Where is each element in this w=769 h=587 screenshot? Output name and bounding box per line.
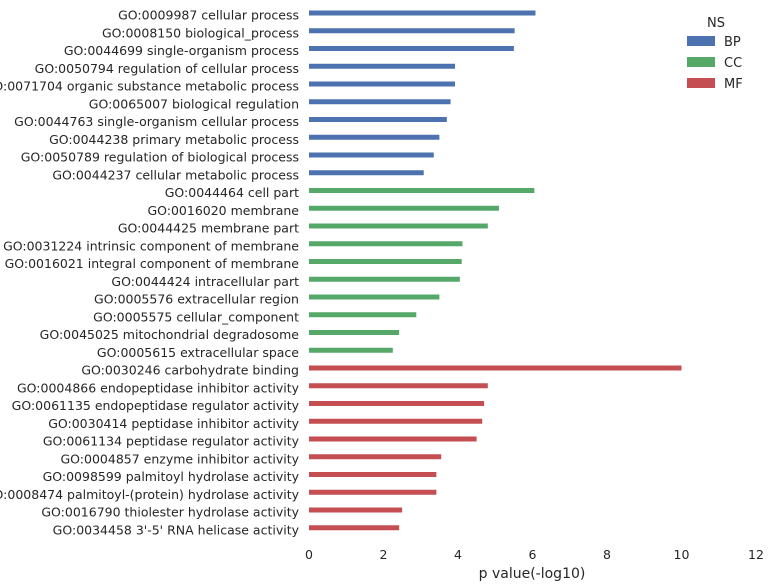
category-label: GO:0061135 endopeptidase regulator activ… xyxy=(12,398,300,413)
x-tick-label: 2 xyxy=(380,547,388,562)
x-tick-label: 10 xyxy=(674,547,690,562)
bar-cc-4 xyxy=(309,259,462,264)
bar-mf-5 xyxy=(309,454,442,460)
category-label: GO:0008474 palmitoyl-(protein) hydrolase… xyxy=(0,487,300,502)
bar-bp-0 xyxy=(309,10,536,16)
category-label: GO:0031224 intrinsic component of membra… xyxy=(3,238,299,253)
bar-cc-3 xyxy=(309,241,463,247)
category-label: GO:0071704 organic substance metabolic p… xyxy=(0,79,299,94)
category-label: GO:0061134 peptidase regulator activity xyxy=(43,434,300,449)
bar-bp-5 xyxy=(309,99,451,105)
category-label: GO:0030246 carbohydrate binding xyxy=(81,363,299,378)
category-label: GO:0098599 palmitoyl hydrolase activity xyxy=(43,469,300,484)
category-label: GO:0016021 integral component of membran… xyxy=(5,256,300,271)
category-label: GO:0005576 extracellular region xyxy=(94,292,299,307)
legend-title: NS xyxy=(707,16,725,31)
x-tick-label: 8 xyxy=(603,547,611,562)
bar-mf-2 xyxy=(309,401,485,406)
bar-bp-7 xyxy=(309,134,440,140)
category-label: GO:0044425 membrane part xyxy=(118,221,299,236)
bar-bp-2 xyxy=(309,46,514,51)
category-label: GO:0044464 cell part xyxy=(165,185,299,200)
category-label: GO:0004866 endopeptidase inhibitor activ… xyxy=(17,380,300,395)
bar-cc-5 xyxy=(309,276,460,282)
legend-swatch-bp xyxy=(687,36,715,46)
legend: NS BP CC MF xyxy=(687,16,743,92)
category-label: GO:0008150 biological_process xyxy=(102,25,299,40)
x-tick-label: 12 xyxy=(748,547,764,562)
category-label: GO:0044238 primary metabolic process xyxy=(49,132,299,147)
category-label: GO:0030414 peptidase inhibitor activity xyxy=(48,416,299,431)
category-label: GO:0016020 membrane xyxy=(147,203,299,218)
category-label: GO:0050789 regulation of biological proc… xyxy=(21,150,299,165)
legend-label-mf: MF xyxy=(724,77,743,92)
bar-mf-7 xyxy=(309,489,437,495)
bar-cc-6 xyxy=(309,294,440,300)
bar-cc-8 xyxy=(309,330,400,335)
category-labels: GO:0009987 cellular process GO:0008150 bi… xyxy=(0,8,300,538)
bar-mf-9 xyxy=(309,525,400,531)
bar-bp-8 xyxy=(309,152,434,158)
bar-mf-6 xyxy=(309,472,437,477)
bar-bp-6 xyxy=(309,117,447,122)
category-label: GO:0050794 regulation of cellular proces… xyxy=(35,61,299,76)
bar-cc-9 xyxy=(309,347,393,353)
legend-label-cc: CC xyxy=(724,56,742,71)
category-label: GO:0065007 biological regulation xyxy=(89,96,299,111)
category-label: GO:0016790 thiolester hydrolase activity xyxy=(41,505,299,520)
bar-mf-0 xyxy=(309,365,682,371)
x-tick-labels: 0 2 4 6 8 10 12 xyxy=(305,547,764,562)
bar-cc-7 xyxy=(309,312,417,318)
category-label: GO:0009987 cellular process xyxy=(118,8,299,23)
bar-cc-0 xyxy=(309,188,535,193)
legend-swatch-mf xyxy=(687,78,715,88)
category-label: GO:0034458 3'-5' RNA helicase activity xyxy=(53,522,300,537)
category-label: GO:0045025 mitochondrial degradosome xyxy=(40,327,300,342)
x-tick-label: 0 xyxy=(305,547,313,562)
bar-bp-4 xyxy=(309,81,456,87)
x-axis-label: p value(-log10) xyxy=(479,566,586,582)
category-label: GO:0005575 cellular_component xyxy=(93,309,299,324)
bar-cc-2 xyxy=(309,223,488,229)
category-label: GO:0044699 single-organism process xyxy=(64,43,299,58)
x-tick-label: 4 xyxy=(454,547,462,562)
bars-group xyxy=(309,10,682,531)
bar-mf-8 xyxy=(309,507,403,513)
category-label: GO:0044424 intracellular part xyxy=(111,274,299,289)
legend-label-bp: BP xyxy=(724,35,741,50)
bar-bp-9 xyxy=(309,170,424,176)
bar-mf-3 xyxy=(309,418,483,424)
x-tick-label: 6 xyxy=(529,547,537,562)
category-label: GO:0044237 cellular metabolic process xyxy=(52,167,299,182)
bar-cc-1 xyxy=(309,205,499,211)
bar-bp-1 xyxy=(309,28,515,34)
category-label: GO:0005615 extracellular space xyxy=(97,345,299,360)
bar-mf-4 xyxy=(309,436,477,442)
legend-swatch-cc xyxy=(687,57,715,67)
category-label: GO:0044763 single-organism cellular proc… xyxy=(14,114,299,129)
bar-bp-3 xyxy=(309,63,456,69)
bar-mf-1 xyxy=(309,383,488,389)
category-label: GO:0004857 enzyme inhibitor activity xyxy=(60,451,299,466)
